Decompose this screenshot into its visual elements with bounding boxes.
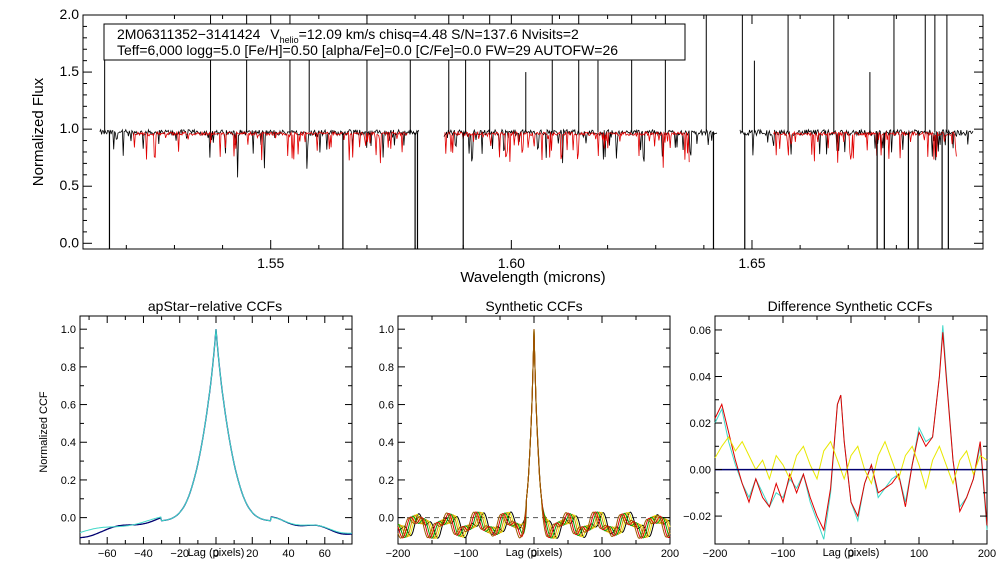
synthetic-ccf-6 (397, 329, 671, 539)
x-tick-label: 0 (213, 548, 219, 560)
x-tick-label: −200 (703, 548, 728, 560)
x-tick-label: 0 (848, 548, 854, 560)
ccf-panel-apstar-title: apStar−relative CCFs (148, 298, 282, 314)
synthetic-ccf-1 (397, 329, 671, 539)
model-spectrum-chip-1 (133, 130, 408, 164)
ccf-panel-difference-data (714, 325, 988, 540)
y-tick-label: 0.8 (61, 362, 76, 374)
y-tick-label: 1.5 (60, 63, 80, 79)
y-tick-label: 0.4 (61, 437, 76, 449)
y-tick-label: 0.2 (379, 475, 394, 487)
ccf-panel-difference-frame (714, 315, 988, 545)
y-tick-label: 0.04 (690, 371, 711, 383)
x-tick-label: −100 (771, 548, 796, 560)
y-tick-label: 0.06 (690, 325, 711, 337)
y-tick-label: 1.0 (60, 120, 80, 136)
synthetic-ccf-5 (397, 329, 671, 539)
difference-diff-cyan (714, 325, 988, 540)
x-tick-label: 40 (282, 548, 294, 560)
star-id: 2M06311352−3141424 (117, 26, 261, 42)
ccf-panel-synthetic-frame (397, 315, 671, 545)
ccf-panel-apstar-ticks: −60 −40 −20 0 20 40 60 0.0 0.2 0.4 0.6 0.8 1.0 (61, 316, 352, 560)
ccf-panel-difference-ticks: −200 −100 0 100 200 −0.02 0.00 0.02 0.04 0.06 (683, 316, 996, 560)
synthetic-ccf-2 (397, 329, 671, 539)
spectrum-panel: 1.55 1.60 1.65 0.0 0.5 1.0 1.5 2.0 Wavelength (… (30, 6, 984, 286)
ccf-panel-synthetic-data (397, 329, 671, 539)
spectrum-ticks: 1.55 1.60 1.65 0.0 0.5 1.0 1.5 2.0 (60, 6, 983, 271)
ccf-apstar-visit-2 (79, 329, 353, 534)
ccf-panel-apstar-y-label: Normalized CCF (38, 391, 50, 473)
y-tick-label: 0.2 (61, 475, 76, 487)
ccf-panel-apstar-frame (79, 315, 353, 545)
info-line-2: Teff=6,000 logg=5.0 [Fe/H]=0.50 [alpha/F… (117, 42, 618, 58)
y-tick-label: 0.02 (690, 418, 711, 430)
y-tick-label: 0.6 (61, 400, 76, 412)
y-tick-label: 0.6 (379, 400, 394, 412)
x-tick-label: 100 (593, 548, 611, 560)
spectrum-y-axis-label: Normalized Flux (30, 77, 47, 186)
x-tick-label: 100 (910, 548, 928, 560)
x-tick-label: 0 (531, 548, 537, 560)
v-subscript: helio (280, 35, 299, 45)
x-tick-label: 200 (661, 548, 679, 560)
x-tick-label: 200 (978, 548, 996, 560)
x-tick-label: 20 (246, 548, 258, 560)
y-tick-label: −0.02 (683, 511, 711, 523)
spectrum-x-axis-label: Wavelength (microns) (460, 269, 605, 286)
y-tick-label: 2.0 (60, 6, 80, 22)
difference-diff-red (714, 332, 988, 532)
ccf-panel-apstar: apStar−relative CCFs −60 −40 −20 0 20 40 60 0.0… (38, 298, 353, 560)
y-tick-label: 0.4 (379, 437, 394, 449)
y-tick-label: 0.0 (60, 234, 80, 250)
info-line-1: 2M06311352−3141424 Vhelio=12.09 km/s chi… (117, 26, 579, 45)
x-tick-label: −20 (170, 548, 189, 560)
v-symbol: V (270, 26, 280, 42)
x-tick-label: 1.55 (257, 255, 284, 271)
ccf-panel-synthetic-x-label: Lag (pixels) (506, 547, 563, 559)
info-box (103, 23, 686, 61)
ccf-panel-difference-title: Difference Synthetic CCFs (768, 298, 933, 314)
ccf-panel-synthetic-ticks: −200 −100 0 100 200 0.0 0.2 0.4 0.6 0.8 1.0 (379, 316, 679, 560)
x-tick-label: 1.65 (738, 255, 765, 271)
difference-diff-yellow (714, 436, 988, 491)
y-tick-label: 0.0 (379, 513, 394, 525)
ccf-apstar-visit-1 (79, 329, 353, 539)
model-spectrum-chip-2 (444, 130, 690, 168)
x-tick-label: −100 (454, 548, 479, 560)
y-tick-label: 0.0 (61, 513, 76, 525)
ccf-panel-difference-x-label: Lag (pixels) (823, 547, 880, 559)
y-tick-label: 0.00 (690, 465, 711, 477)
ccf-panel-synthetic: Synthetic CCFs −200 −100 0 100 200 0.0 0.2 0.4 0… (379, 298, 679, 560)
x-tick-label: −200 (386, 548, 411, 560)
x-tick-label: 60 (319, 548, 331, 560)
y-tick-label: 1.0 (61, 324, 76, 336)
y-tick-label: 0.5 (60, 177, 80, 193)
x-tick-label: −40 (134, 548, 153, 560)
ccf-panel-apstar-data (79, 329, 353, 539)
info-line-1-rest: =12.09 km/s chisq=4.48 S/N=137.6 Nvisits… (299, 26, 579, 42)
ccf-panel-difference: Difference Synthetic CCFs −200 −100 0 100 20… (683, 298, 996, 560)
synthetic-ccf-4 (397, 329, 671, 539)
y-tick-label: 0.8 (379, 362, 394, 374)
x-tick-label: 1.60 (498, 255, 525, 271)
ccf-panel-apstar-x-label: Lag (pixels) (188, 547, 245, 559)
model-spectrum-chip-3 (773, 130, 957, 163)
y-tick-label: 1.0 (379, 324, 394, 336)
synthetic-ccf-3 (397, 329, 671, 539)
x-tick-label: −60 (98, 548, 117, 560)
spectrum-plot-frame (82, 14, 984, 250)
ccf-panel-synthetic-title: Synthetic CCFs (485, 298, 582, 314)
